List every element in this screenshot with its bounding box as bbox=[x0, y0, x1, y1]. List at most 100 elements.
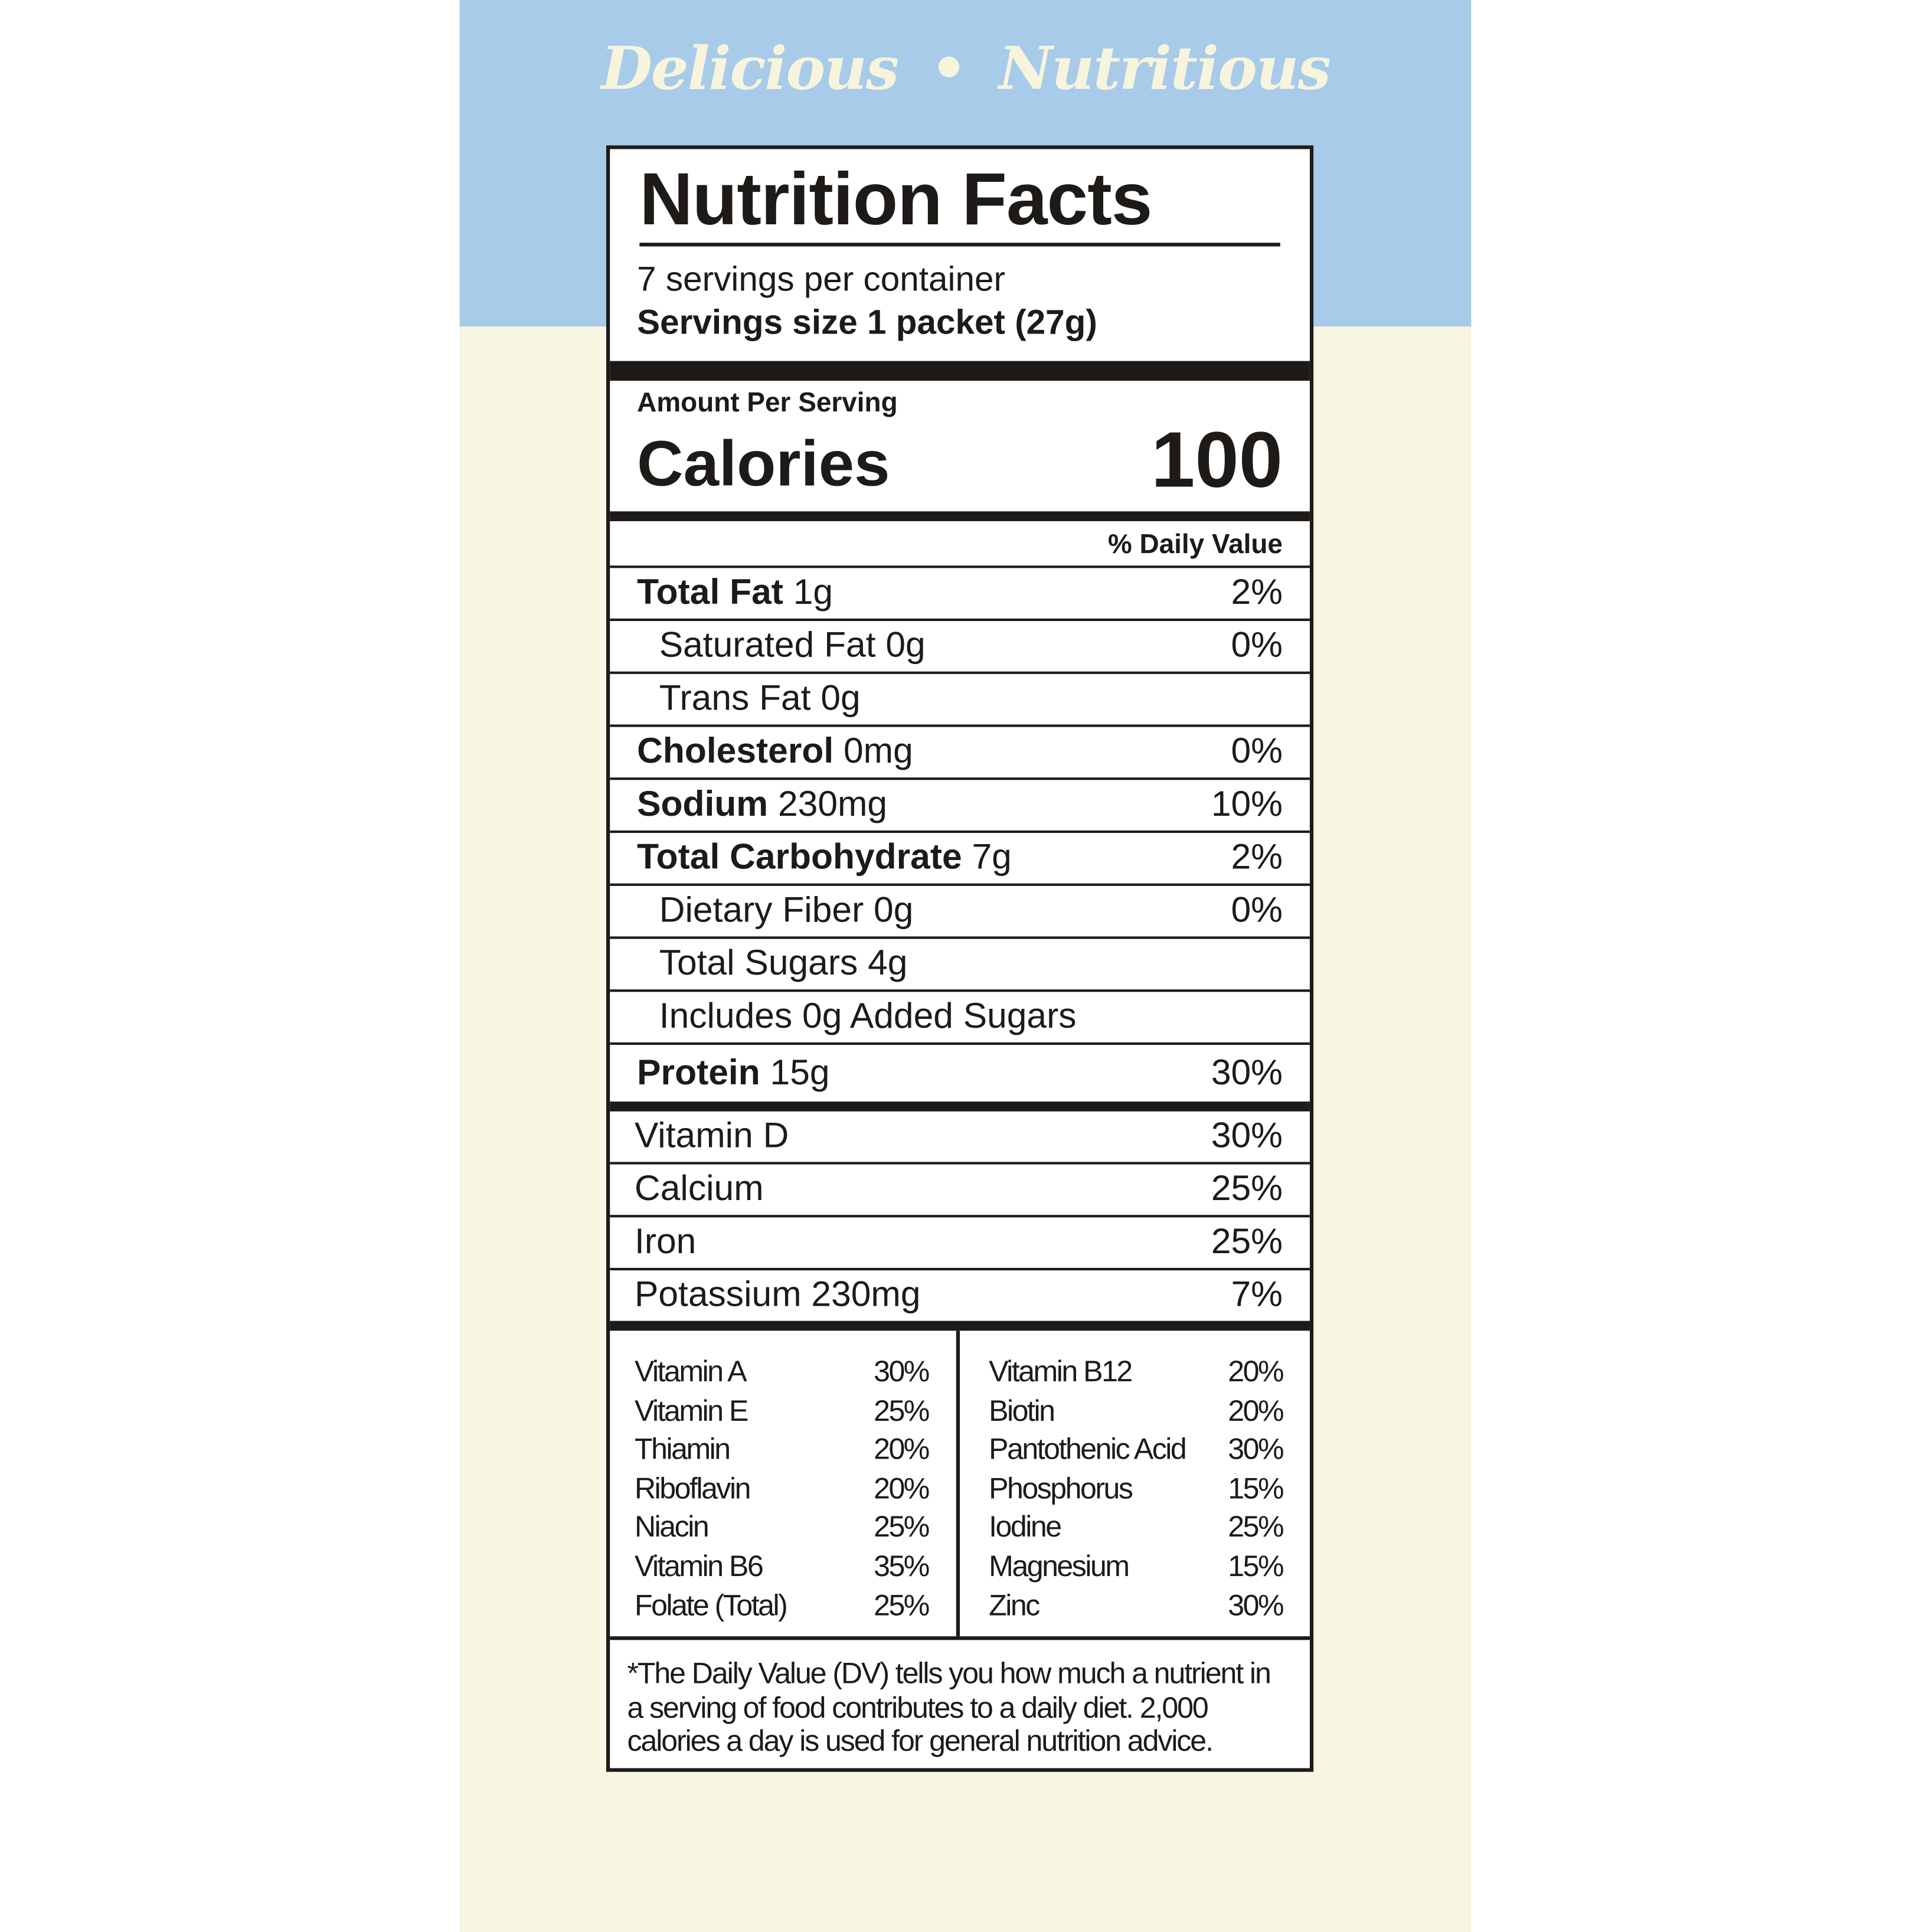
nutrient-row: Total Sugars 4g bbox=[610, 939, 1310, 992]
nutrient-label: Cholesterol 0mg bbox=[637, 732, 913, 773]
micronutrient-daily-value: 20% bbox=[1228, 1394, 1284, 1428]
nutrient-list: Total Fat 1g 2% Saturated Fat 0g 0% Trans Fa… bbox=[610, 568, 1310, 1101]
nutrient-amount: 0mg bbox=[833, 731, 913, 772]
micronutrient-row: Pantothenic Acid 30% bbox=[989, 1431, 1284, 1470]
nutrient-daily-value: 0% bbox=[1231, 626, 1283, 666]
amount-per-serving: Amount Per Serving bbox=[637, 387, 898, 418]
micronutrient-name: Zinc bbox=[989, 1588, 1040, 1623]
nutrient-name: Sodium bbox=[637, 784, 769, 825]
nutrient-name: Includes 0g Added Sugars bbox=[659, 996, 1077, 1037]
micronutrient-name: Niacin bbox=[635, 1511, 710, 1545]
nutrient-name: Cholesterol bbox=[637, 731, 834, 772]
nutrient-label: Total Fat 1g bbox=[637, 573, 833, 614]
micronutrient-daily-value: 35% bbox=[874, 1549, 930, 1584]
micronutrient-row: Biotin 20% bbox=[989, 1392, 1284, 1431]
micronutrient-row: Niacin 25% bbox=[635, 1509, 930, 1548]
micronutrient-name: Phosphorus bbox=[989, 1472, 1133, 1506]
micronutrient-daily-value: 15% bbox=[1228, 1549, 1284, 1584]
label-title: Nutrition Facts bbox=[639, 158, 1152, 241]
nutrient-row: Total Carbohydrate 7g 2% bbox=[610, 833, 1310, 886]
micronutrient-daily-value: 30% bbox=[1228, 1433, 1284, 1467]
title-rule bbox=[639, 243, 1280, 247]
tagline-left: Delicious bbox=[601, 34, 899, 104]
micronutrient-column-right: Vitamin B12 20% Biotin 20% Pantothenic Acid 3… bbox=[959, 1331, 1310, 1636]
nutrient-label: Protein 15g bbox=[637, 1053, 829, 1094]
micronutrient-name: Vitamin E bbox=[635, 1394, 748, 1428]
vitamin-name: Vitamin D bbox=[635, 1116, 789, 1156]
nutrient-name: Total Carbohydrate bbox=[637, 838, 962, 878]
micronutrient-name: Magnesium bbox=[989, 1549, 1130, 1584]
micronutrient-column-left: Vitamin A 30% Vitamin E 25% Thiamin 20% Ribofl… bbox=[610, 1331, 960, 1637]
nutrient-row: Total Fat 1g 2% bbox=[610, 568, 1310, 622]
micronutrient-row: Vitamin E 25% bbox=[635, 1392, 930, 1431]
vitamin-daily-value: 25% bbox=[1211, 1222, 1283, 1262]
micronutrient-row: Iodine 25% bbox=[989, 1509, 1284, 1548]
vitamin-name: Calcium bbox=[635, 1169, 764, 1209]
micronutrient-row: Folate (Total) 25% bbox=[635, 1587, 930, 1626]
thick-divider bbox=[610, 361, 1310, 381]
nutrient-name: Total Fat bbox=[637, 573, 783, 613]
nutrient-row: Dietary Fiber 0g 0% bbox=[610, 886, 1310, 939]
micronutrient-row: Phosphorus 15% bbox=[989, 1470, 1284, 1509]
nutrient-amount: 15g bbox=[760, 1052, 830, 1093]
daily-value-header: % Daily Value bbox=[610, 521, 1310, 568]
nutrient-label: Trans Fat 0g bbox=[659, 679, 861, 720]
micronutrient-name: Folate (Total) bbox=[635, 1588, 788, 1623]
tagline: Delicious • Nutritious bbox=[460, 34, 1472, 103]
nutrient-daily-value: 2% bbox=[1231, 573, 1283, 613]
vitamin-row: Calcium 25% bbox=[610, 1165, 1310, 1218]
vitamin-name: Potassium 230mg bbox=[635, 1275, 921, 1315]
micronutrient-name: Vitamin A bbox=[635, 1355, 747, 1389]
medium-divider bbox=[610, 511, 1310, 521]
calories-value: 100 bbox=[1151, 415, 1283, 504]
vitamin-row: Vitamin D 30% bbox=[610, 1112, 1310, 1165]
micronutrient-name: Iodine bbox=[989, 1511, 1062, 1545]
nutrient-name: Saturated Fat 0g bbox=[659, 626, 926, 666]
micronutrient-daily-value: 20% bbox=[1228, 1355, 1284, 1389]
tagline-right: Nutritious bbox=[998, 34, 1331, 104]
vitamin-daily-value: 25% bbox=[1211, 1169, 1283, 1209]
nutrient-label: Dietary Fiber 0g bbox=[659, 891, 914, 931]
nutrient-daily-value: 0% bbox=[1231, 891, 1283, 930]
vitamin-row: Potassium 230mg 7% bbox=[610, 1270, 1310, 1321]
tagline-separator: • bbox=[930, 34, 967, 104]
nutrient-daily-value: 2% bbox=[1231, 838, 1283, 878]
nutrient-daily-value: 10% bbox=[1211, 784, 1283, 825]
micronutrient-name: Riboflavin bbox=[635, 1472, 751, 1506]
micronutrient-daily-value: 20% bbox=[874, 1472, 930, 1506]
micronutrient-daily-value: 25% bbox=[874, 1588, 930, 1623]
calories-row: Calories 100 bbox=[637, 420, 1283, 499]
micronutrient-name: Vitamin B6 bbox=[635, 1549, 764, 1584]
footnote: *The Daily Value (DV) tells you how much… bbox=[627, 1657, 1271, 1758]
micronutrient-daily-value: 15% bbox=[1228, 1472, 1284, 1506]
nutrient-name: Protein bbox=[637, 1052, 760, 1093]
nutrient-name: Trans Fat 0g bbox=[659, 679, 861, 718]
micronutrient-daily-value: 25% bbox=[1228, 1511, 1284, 1545]
micronutrient-row: Vitamin B6 35% bbox=[635, 1548, 930, 1587]
micronutrient-row: Thiamin 20% bbox=[635, 1431, 930, 1470]
nutrient-amount: 230mg bbox=[768, 784, 888, 825]
micronutrient-name: Vitamin B12 bbox=[989, 1355, 1133, 1389]
micronutrient-row: Magnesium 15% bbox=[989, 1548, 1284, 1587]
micronutrient-grid: Vitamin A 30% Vitamin E 25% Thiamin 20% Ribofl… bbox=[610, 1331, 1310, 1640]
nutrient-row: Protein 15g 30% bbox=[610, 1045, 1310, 1101]
micronutrient-row: Vitamin A 30% bbox=[635, 1353, 930, 1392]
nutrient-daily-value: 0% bbox=[1231, 731, 1283, 772]
calories-label: Calories bbox=[637, 429, 890, 501]
micronutrient-daily-value: 20% bbox=[874, 1433, 930, 1467]
nutrient-row: Includes 0g Added Sugars bbox=[610, 992, 1310, 1045]
servings-per-container: 7 servings per container bbox=[637, 260, 1005, 299]
micronutrient-row: Riboflavin 20% bbox=[635, 1470, 930, 1509]
micronutrient-row: Zinc 30% bbox=[989, 1587, 1284, 1626]
nutrient-amount: 7g bbox=[962, 838, 1012, 878]
medium-divider bbox=[610, 1101, 1310, 1112]
medium-divider bbox=[610, 1320, 1310, 1331]
vitamin-name: Iron bbox=[635, 1222, 697, 1262]
micronutrient-name: Biotin bbox=[989, 1394, 1055, 1428]
nutrient-daily-value: 30% bbox=[1211, 1052, 1283, 1093]
nutrient-name: Total Sugars 4g bbox=[659, 943, 908, 983]
micronutrient-daily-value: 25% bbox=[874, 1394, 930, 1428]
nutrient-label: Saturated Fat 0g bbox=[659, 626, 926, 666]
nutrient-row: Sodium 230mg 10% bbox=[610, 780, 1310, 833]
